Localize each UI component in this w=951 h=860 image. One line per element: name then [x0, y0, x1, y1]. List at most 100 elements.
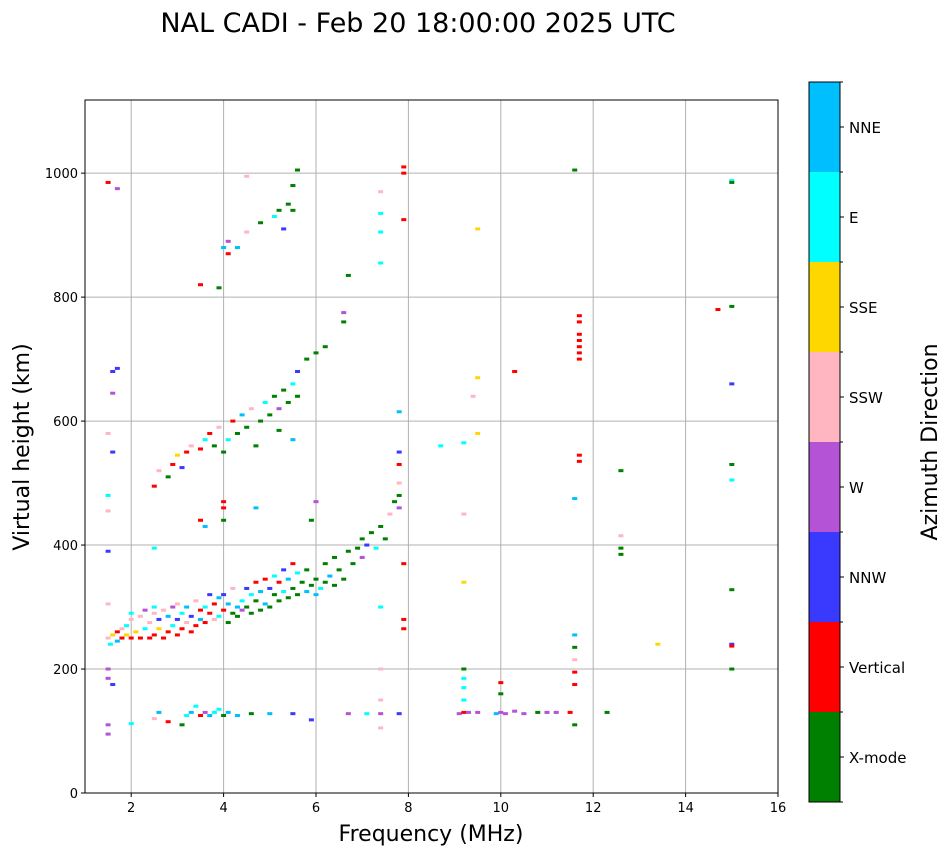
- colorbar-tick-label: SSE: [849, 299, 878, 317]
- data-point: [493, 712, 499, 716]
- data-point: [401, 171, 407, 175]
- data-point: [359, 555, 365, 559]
- data-point: [304, 590, 310, 594]
- data-point: [110, 450, 116, 454]
- data-point: [618, 469, 624, 473]
- data-point: [401, 218, 407, 222]
- data-point: [345, 712, 351, 716]
- data-point: [230, 419, 236, 423]
- data-point: [295, 168, 301, 172]
- data-point: [193, 624, 199, 628]
- data-point: [378, 605, 384, 609]
- data-point: [308, 718, 314, 722]
- data-point: [156, 627, 162, 631]
- colorbar-tick-label: E: [849, 209, 858, 227]
- data-point: [276, 580, 282, 584]
- y-tick-label: 400: [53, 539, 78, 554]
- data-point: [244, 425, 250, 429]
- data-point: [193, 599, 199, 603]
- data-point: [285, 202, 291, 206]
- plot-frame: [84, 99, 779, 794]
- y-tick-label: 1000: [45, 167, 78, 182]
- x-tick-label: 14: [677, 801, 694, 816]
- data-point: [502, 712, 508, 716]
- data-point: [165, 630, 171, 634]
- data-point: [253, 580, 259, 584]
- colorbar-tick-label: X-mode: [849, 749, 906, 767]
- data-point: [258, 608, 264, 612]
- data-point: [729, 382, 735, 386]
- data-point: [729, 179, 735, 183]
- data-point: [313, 593, 319, 597]
- data-point: [576, 345, 582, 349]
- data-point: [151, 546, 157, 550]
- data-point: [378, 230, 384, 234]
- colorbar-segment: [809, 172, 840, 262]
- x-tick-label: 6: [312, 801, 320, 816]
- data-point: [133, 630, 139, 634]
- data-point: [618, 552, 624, 556]
- data-point: [576, 357, 582, 361]
- data-point: [572, 645, 578, 649]
- data-point: [179, 611, 185, 615]
- data-point: [729, 180, 735, 184]
- data-point: [198, 714, 203, 718]
- data-point: [544, 710, 550, 714]
- data-point: [729, 667, 735, 671]
- data-point: [295, 394, 301, 398]
- y-tick-label: 0: [70, 787, 78, 802]
- data-point: [248, 407, 254, 411]
- data-point: [184, 714, 190, 718]
- data-point: [498, 710, 504, 714]
- data-point: [285, 577, 291, 581]
- data-point: [151, 717, 157, 721]
- data-point: [276, 208, 282, 212]
- data-point: [221, 518, 227, 522]
- data-point: [207, 593, 213, 597]
- data-point: [336, 568, 342, 572]
- data-point: [225, 239, 231, 243]
- data-point: [225, 602, 231, 606]
- data-point: [378, 524, 384, 528]
- data-point: [281, 388, 287, 392]
- data-point: [295, 571, 301, 575]
- data-point: [378, 726, 384, 730]
- data-point: [378, 261, 384, 265]
- data-point: [271, 215, 277, 219]
- colorbar-tick-label: SSW: [849, 389, 883, 407]
- data-point: [281, 568, 287, 572]
- x-tick-label: 2: [127, 801, 135, 816]
- colorbar-segment: [809, 262, 840, 352]
- data-point: [198, 283, 203, 287]
- data-point: [576, 351, 582, 355]
- data-point: [378, 698, 384, 702]
- data-point: [378, 190, 384, 194]
- data-point: [170, 605, 176, 609]
- data-point: [341, 311, 347, 315]
- data-point: [396, 450, 402, 454]
- data-point: [281, 590, 287, 594]
- data-point: [535, 710, 541, 714]
- data-point: [345, 549, 351, 553]
- data-point: [244, 230, 250, 234]
- data-point: [461, 698, 467, 702]
- colorbar-segment: [809, 82, 840, 172]
- data-point: [461, 441, 467, 445]
- y-axis-label: Virtual height (km): [10, 343, 35, 550]
- data-point: [396, 462, 402, 466]
- data-point: [225, 438, 231, 442]
- data-point: [572, 670, 578, 674]
- data-point: [234, 614, 240, 618]
- data-point: [179, 466, 185, 470]
- data-point: [276, 407, 282, 411]
- data-point: [221, 450, 227, 454]
- data-point: [165, 614, 171, 618]
- data-point: [147, 636, 153, 640]
- data-point: [521, 712, 527, 716]
- data-point: [156, 617, 162, 621]
- data-point: [151, 633, 157, 637]
- data-point: [221, 506, 227, 510]
- x-tick-label: 4: [219, 801, 227, 816]
- data-point: [262, 400, 268, 404]
- grid-lines: [85, 100, 779, 794]
